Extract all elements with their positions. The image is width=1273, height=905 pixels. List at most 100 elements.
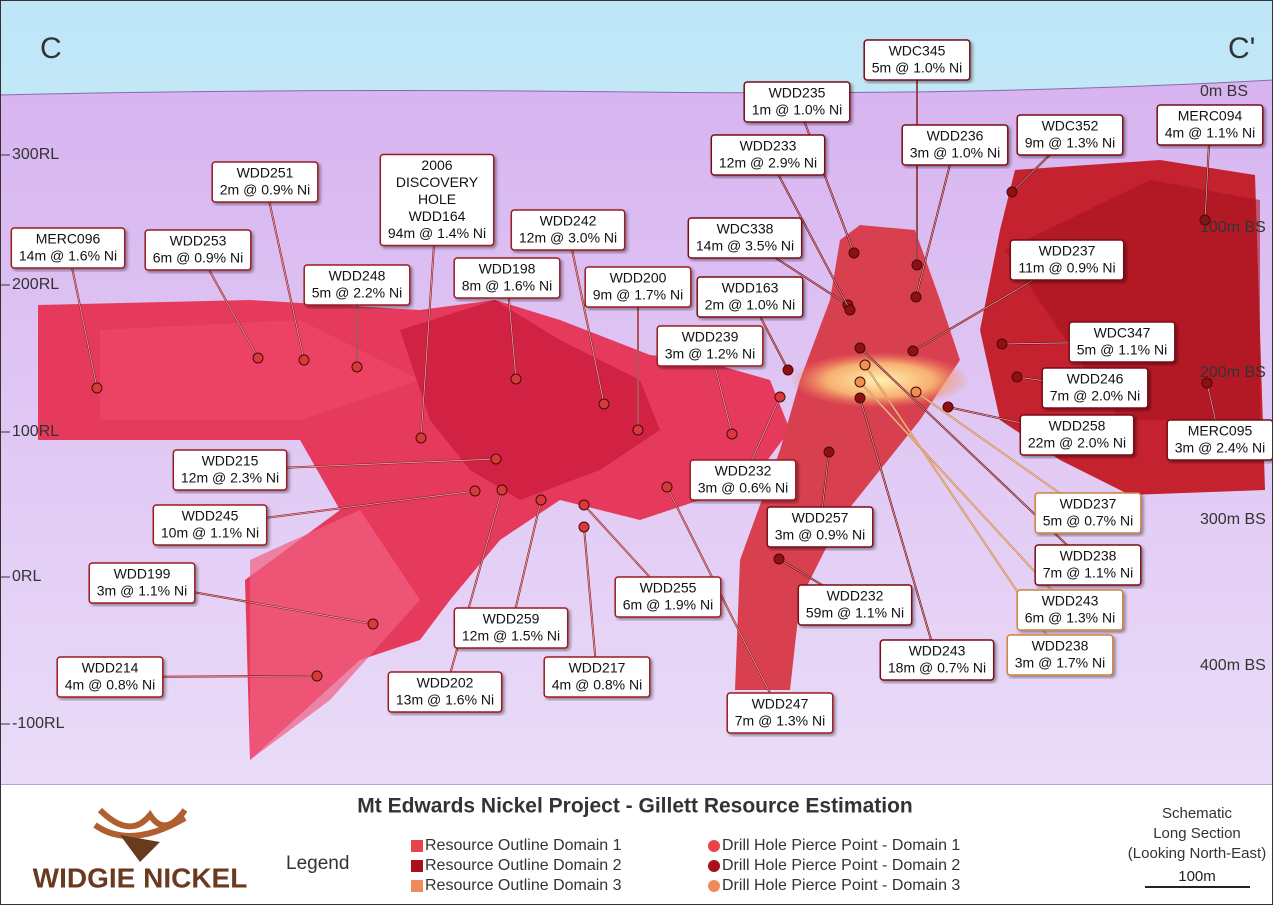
callout-text: 4m @ 1.1% Ni (1165, 125, 1255, 141)
callout-text: 3m @ 1.7% Ni (1015, 655, 1105, 671)
leader-line (67, 247, 98, 389)
callout-text: 3m @ 0.6% Ni (698, 480, 788, 496)
callout-text: 9m @ 1.7% Ni (593, 287, 683, 303)
callout-box (10, 227, 126, 269)
pierce-point (1011, 371, 1023, 383)
pierce-point (996, 338, 1008, 350)
callout-box (1019, 414, 1135, 456)
callout-box (56, 656, 164, 698)
callout-text: WDD164 (409, 208, 466, 224)
leader-line (767, 154, 851, 311)
callout-box (211, 161, 319, 203)
callout-text: 11m @ 0.9% Ni (1018, 260, 1115, 276)
callout-box (1156, 104, 1264, 146)
callout-box (152, 504, 268, 546)
callout-text: WDC338 (717, 221, 774, 237)
callout-text: 5m @ 0.7% Ni (1043, 513, 1133, 529)
pierce-point (823, 446, 835, 458)
callout-text: 2006 (421, 157, 452, 173)
leader-line (583, 526, 598, 678)
rl-label: 0RL (12, 568, 41, 585)
callout-box (1016, 589, 1124, 631)
leader-line (264, 181, 305, 361)
callout-text: WDD233 (740, 138, 797, 154)
callout-text: WDD243 (909, 643, 966, 659)
callout-text: 18m @ 0.7% Ni (888, 660, 986, 676)
callout-text: 14m @ 3.5% Ni (696, 238, 794, 254)
legend-text: Drill Hole Pierce Point - Domain 2 (722, 857, 960, 874)
legend: Resource Outline Domain 1 Resource Outlin… (411, 837, 960, 894)
callout-text: 3m @ 0.9% Ni (775, 527, 865, 543)
callout-text: WDC345 (889, 43, 946, 59)
callout-text: WDD202 (417, 675, 474, 691)
legend-swatch (411, 880, 423, 892)
callout-text: 10m @ 1.1% Ni (161, 525, 259, 541)
callout-text: HOLE (418, 191, 456, 207)
callout-text: DISCOVERY (396, 174, 479, 190)
footer (0, 785, 1273, 905)
callout-text: WDC352 (1042, 118, 1099, 134)
note-text: Schematic (1162, 805, 1233, 822)
callout-text: 7m @ 2.0% Ni (1050, 388, 1140, 404)
rl-label: -100RL (12, 715, 65, 732)
callout-text: 59m @ 1.1% Ni (806, 605, 904, 621)
callout-text: MERC095 (1188, 423, 1253, 439)
callout-box (687, 217, 803, 259)
callout-text: WDD259 (483, 611, 540, 627)
pierce-point (774, 391, 786, 403)
callout-box (1034, 544, 1142, 586)
callout-text: WDD214 (82, 660, 139, 676)
callout-box (88, 562, 196, 604)
callout-box (453, 257, 561, 299)
callout-text: 14m @ 1.6% Ni (19, 248, 117, 264)
callout-box (1034, 492, 1142, 534)
pierce-point (578, 521, 590, 533)
callout-text: WDD248 (329, 268, 386, 284)
pierce-point (844, 304, 856, 316)
callout-box (172, 449, 288, 491)
callout-text: MERC096 (36, 231, 101, 247)
callout-box (1006, 634, 1114, 676)
callout-text: 8m @ 1.6% Ni (462, 278, 552, 294)
depth-labels: 0m BS 100m BS 200m BS 300m BS 400m BS (1200, 83, 1266, 674)
pierce-point (490, 453, 502, 465)
callout-text: WDC347 (1094, 325, 1151, 341)
callout-text: 6m @ 1.9% Ni (623, 597, 713, 613)
footer-title: Mt Edwards Nickel Project - Gillett Reso… (357, 795, 912, 818)
pierce-point (535, 494, 547, 506)
callout-text: WDD245 (182, 508, 239, 524)
callout-text: WDD232 (715, 463, 772, 479)
section-label: C' (1228, 32, 1255, 65)
legend-text: Resource Outline Domain 1 (425, 837, 622, 854)
legend-text: Resource Outline Domain 3 (425, 877, 622, 894)
pierce-point (311, 670, 323, 682)
callout-text: WDD257 (792, 510, 849, 526)
callout-text: WDD215 (202, 453, 259, 469)
scale-label: 100m (1178, 868, 1216, 885)
callout-box (1009, 239, 1125, 281)
callout-text: 5m @ 1.0% Ni (872, 60, 962, 76)
legend-text: Drill Hole Pierce Point - Domain 1 (722, 837, 960, 854)
callout-text: WDD232 (827, 588, 884, 604)
legend-swatch (411, 840, 423, 852)
callout-text: WDD242 (540, 213, 597, 229)
callout-text: WDD236 (927, 128, 984, 144)
leader-line (510, 499, 542, 629)
pierce-point (91, 382, 103, 394)
pierce-point (1006, 186, 1018, 198)
depth-label: 0m BS (1200, 83, 1248, 100)
logo-mark (120, 835, 160, 862)
callout-text: 12m @ 2.3% Ni (181, 470, 279, 486)
callout-text: 7m @ 1.3% Ni (735, 713, 825, 729)
pierce-point (351, 361, 363, 373)
callout-box (726, 692, 834, 734)
pierce-point (910, 291, 922, 303)
rl-label: 300RL (12, 146, 59, 163)
pierce-point (1201, 377, 1213, 389)
legend-text: Drill Hole Pierce Point - Domain 3 (722, 877, 960, 894)
leader-line (666, 486, 781, 714)
callout-text: WDD237 (1060, 496, 1117, 512)
callout-text: 2m @ 1.0% Ni (705, 297, 795, 313)
